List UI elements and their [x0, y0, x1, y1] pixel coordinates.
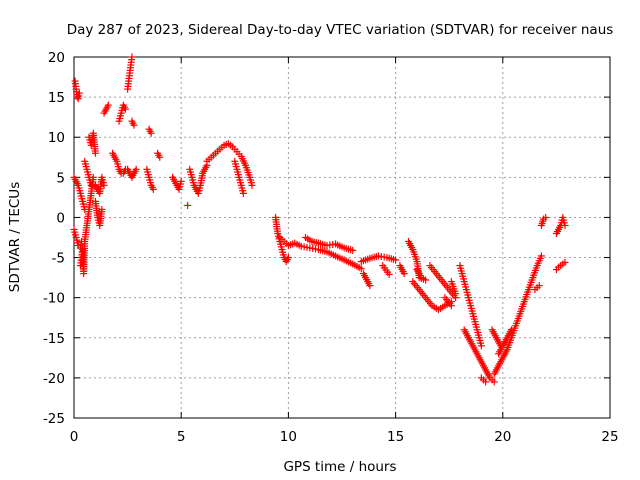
data-point	[121, 105, 129, 113]
data-point	[149, 185, 157, 193]
x-tick-label: 5	[177, 429, 186, 445]
y-tick-label: 20	[48, 50, 65, 66]
y-tick-label: 0	[56, 210, 65, 226]
data-point	[507, 326, 515, 334]
data-point	[452, 290, 460, 298]
data-point	[130, 121, 138, 129]
y-tick-label: 5	[56, 170, 65, 186]
x-axis-ticks: 0 5 10 15 20 25	[70, 57, 619, 445]
data-point	[98, 205, 106, 213]
data-point	[177, 177, 185, 185]
data-point	[542, 213, 550, 221]
y-tick-label: -20	[43, 371, 65, 387]
data-point	[184, 201, 192, 209]
x-tick-label: 20	[494, 429, 511, 445]
y-tick-label: -25	[43, 411, 65, 427]
data-point	[477, 342, 485, 350]
x-tick-label: 10	[280, 429, 297, 445]
data-point	[447, 302, 455, 310]
data-point	[357, 265, 365, 273]
y-tick-label: 10	[48, 130, 65, 146]
chart-title: Day 287 of 2023, Sidereal Day-to-day VTE…	[67, 22, 614, 38]
data-point	[537, 252, 545, 260]
x-tick-label: 25	[601, 429, 618, 445]
y-axis-label: SDTVAR / TECUs	[7, 182, 23, 292]
data-point	[104, 101, 112, 109]
data-point	[417, 274, 425, 282]
data-point	[284, 254, 292, 262]
x-axis-label: GPS time / hours	[283, 459, 396, 475]
data-point	[248, 181, 256, 189]
data-point	[132, 165, 140, 173]
data-point	[128, 53, 136, 61]
plot-frame	[73, 56, 611, 419]
data-points	[70, 53, 569, 386]
data-point	[239, 189, 247, 197]
data-point	[73, 93, 81, 101]
x-tick-label: 15	[387, 429, 404, 445]
data-point	[422, 276, 430, 284]
data-point	[561, 258, 569, 266]
data-point	[81, 205, 89, 213]
y-axis-ticks: -25 -20 -15 -10 -5 0 5 10 15 20	[43, 50, 610, 427]
data-point	[100, 181, 108, 189]
data-point	[156, 153, 164, 161]
y-tick-label: 15	[48, 90, 65, 106]
y-tick-label: -15	[43, 331, 65, 347]
x-tick-label: 0	[70, 429, 79, 445]
data-point	[366, 282, 374, 290]
data-point	[392, 256, 400, 264]
y-tick-label: -5	[52, 251, 65, 267]
data-point	[349, 246, 357, 254]
y-tick-label: -10	[43, 291, 65, 307]
data-point	[482, 378, 490, 386]
data-point	[535, 282, 543, 290]
data-point	[400, 270, 408, 278]
data-point	[147, 129, 155, 137]
data-point	[91, 149, 99, 157]
data-point	[490, 378, 498, 386]
data-point	[561, 221, 569, 229]
grid-lines	[74, 57, 610, 418]
data-point	[497, 342, 505, 350]
data-point	[385, 270, 393, 278]
data-point	[75, 89, 83, 97]
